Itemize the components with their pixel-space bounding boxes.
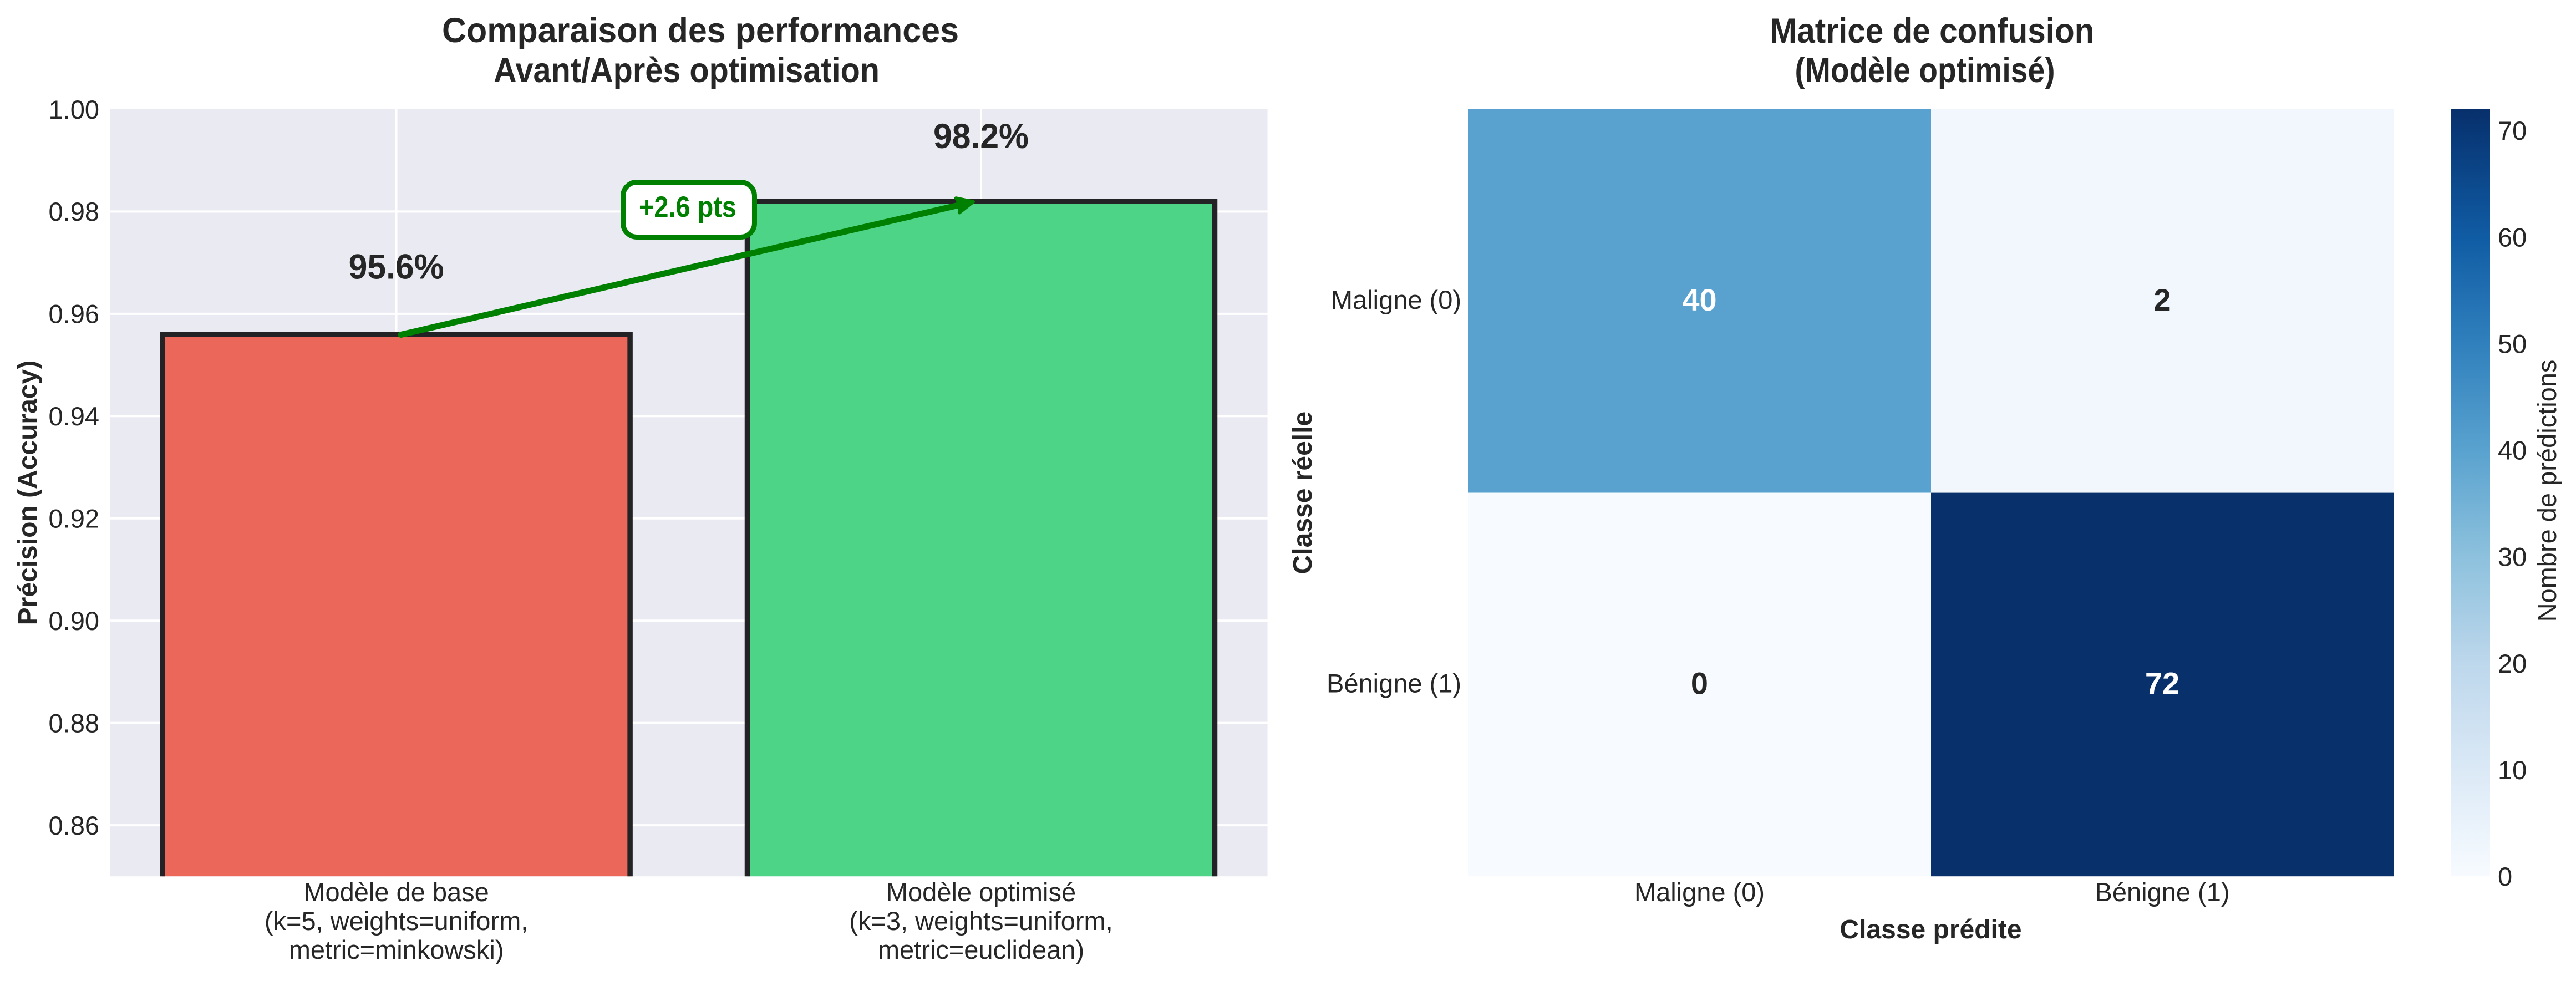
svg-text:20: 20: [2498, 649, 2527, 678]
svg-text:0.88: 0.88: [49, 708, 99, 738]
svg-text:(Modèle optimisé): (Modèle optimisé): [1795, 51, 2055, 90]
svg-text:30: 30: [2498, 542, 2527, 572]
svg-text:2: 2: [2153, 282, 2171, 317]
svg-text:0.90: 0.90: [49, 606, 99, 636]
svg-text:Précision (Accuracy): Précision (Accuracy): [13, 360, 43, 626]
svg-text:60: 60: [2498, 222, 2527, 252]
svg-text:Modèle de base: Modèle de base: [303, 877, 489, 907]
svg-text:1.00: 1.00: [49, 95, 99, 124]
svg-text:Comparaison des performances: Comparaison des performances: [442, 11, 959, 50]
svg-text:Maligne (0): Maligne (0): [1634, 877, 1765, 907]
svg-text:0.98: 0.98: [49, 197, 99, 226]
svg-text:Bénigne (1): Bénigne (1): [1327, 669, 1461, 698]
svg-text:50: 50: [2498, 329, 2527, 358]
svg-text:0.86: 0.86: [49, 811, 99, 840]
svg-text:Classe réelle: Classe réelle: [1288, 411, 1318, 575]
svg-text:+2.6 pts: +2.6 pts: [639, 191, 736, 223]
svg-text:0: 0: [1691, 666, 1708, 701]
svg-text:Maligne (0): Maligne (0): [1331, 285, 1461, 314]
svg-text:(k=3, weights=uniform,: (k=3, weights=uniform,: [849, 906, 1112, 936]
svg-text:40: 40: [2498, 436, 2527, 465]
svg-text:Nombre de prédictions: Nombre de prédictions: [2532, 360, 2562, 622]
svg-text:0.96: 0.96: [49, 299, 99, 329]
svg-text:40: 40: [1682, 282, 1716, 317]
svg-text:Matrice de confusion: Matrice de confusion: [1770, 12, 2095, 50]
svg-text:Modèle optimisé: Modèle optimisé: [886, 877, 1076, 907]
svg-text:0: 0: [2498, 862, 2512, 891]
svg-text:(k=5, weights=uniform,: (k=5, weights=uniform,: [265, 906, 528, 936]
svg-text:95.6%: 95.6%: [349, 248, 444, 287]
svg-text:72: 72: [2145, 666, 2179, 701]
svg-text:metric=minkowski): metric=minkowski): [289, 935, 504, 964]
svg-text:70: 70: [2498, 116, 2527, 145]
svg-text:Avant/Après optimisation: Avant/Après optimisation: [494, 51, 880, 90]
svg-text:metric=euclidean): metric=euclidean): [878, 935, 1084, 964]
svg-text:10: 10: [2498, 755, 2527, 785]
svg-text:0.94: 0.94: [49, 401, 99, 431]
svg-text:Bénigne (1): Bénigne (1): [2095, 877, 2230, 907]
svg-text:Classe prédite: Classe prédite: [1840, 915, 2021, 944]
svg-text:98.2%: 98.2%: [933, 117, 1029, 156]
svg-text:0.92: 0.92: [49, 504, 99, 533]
